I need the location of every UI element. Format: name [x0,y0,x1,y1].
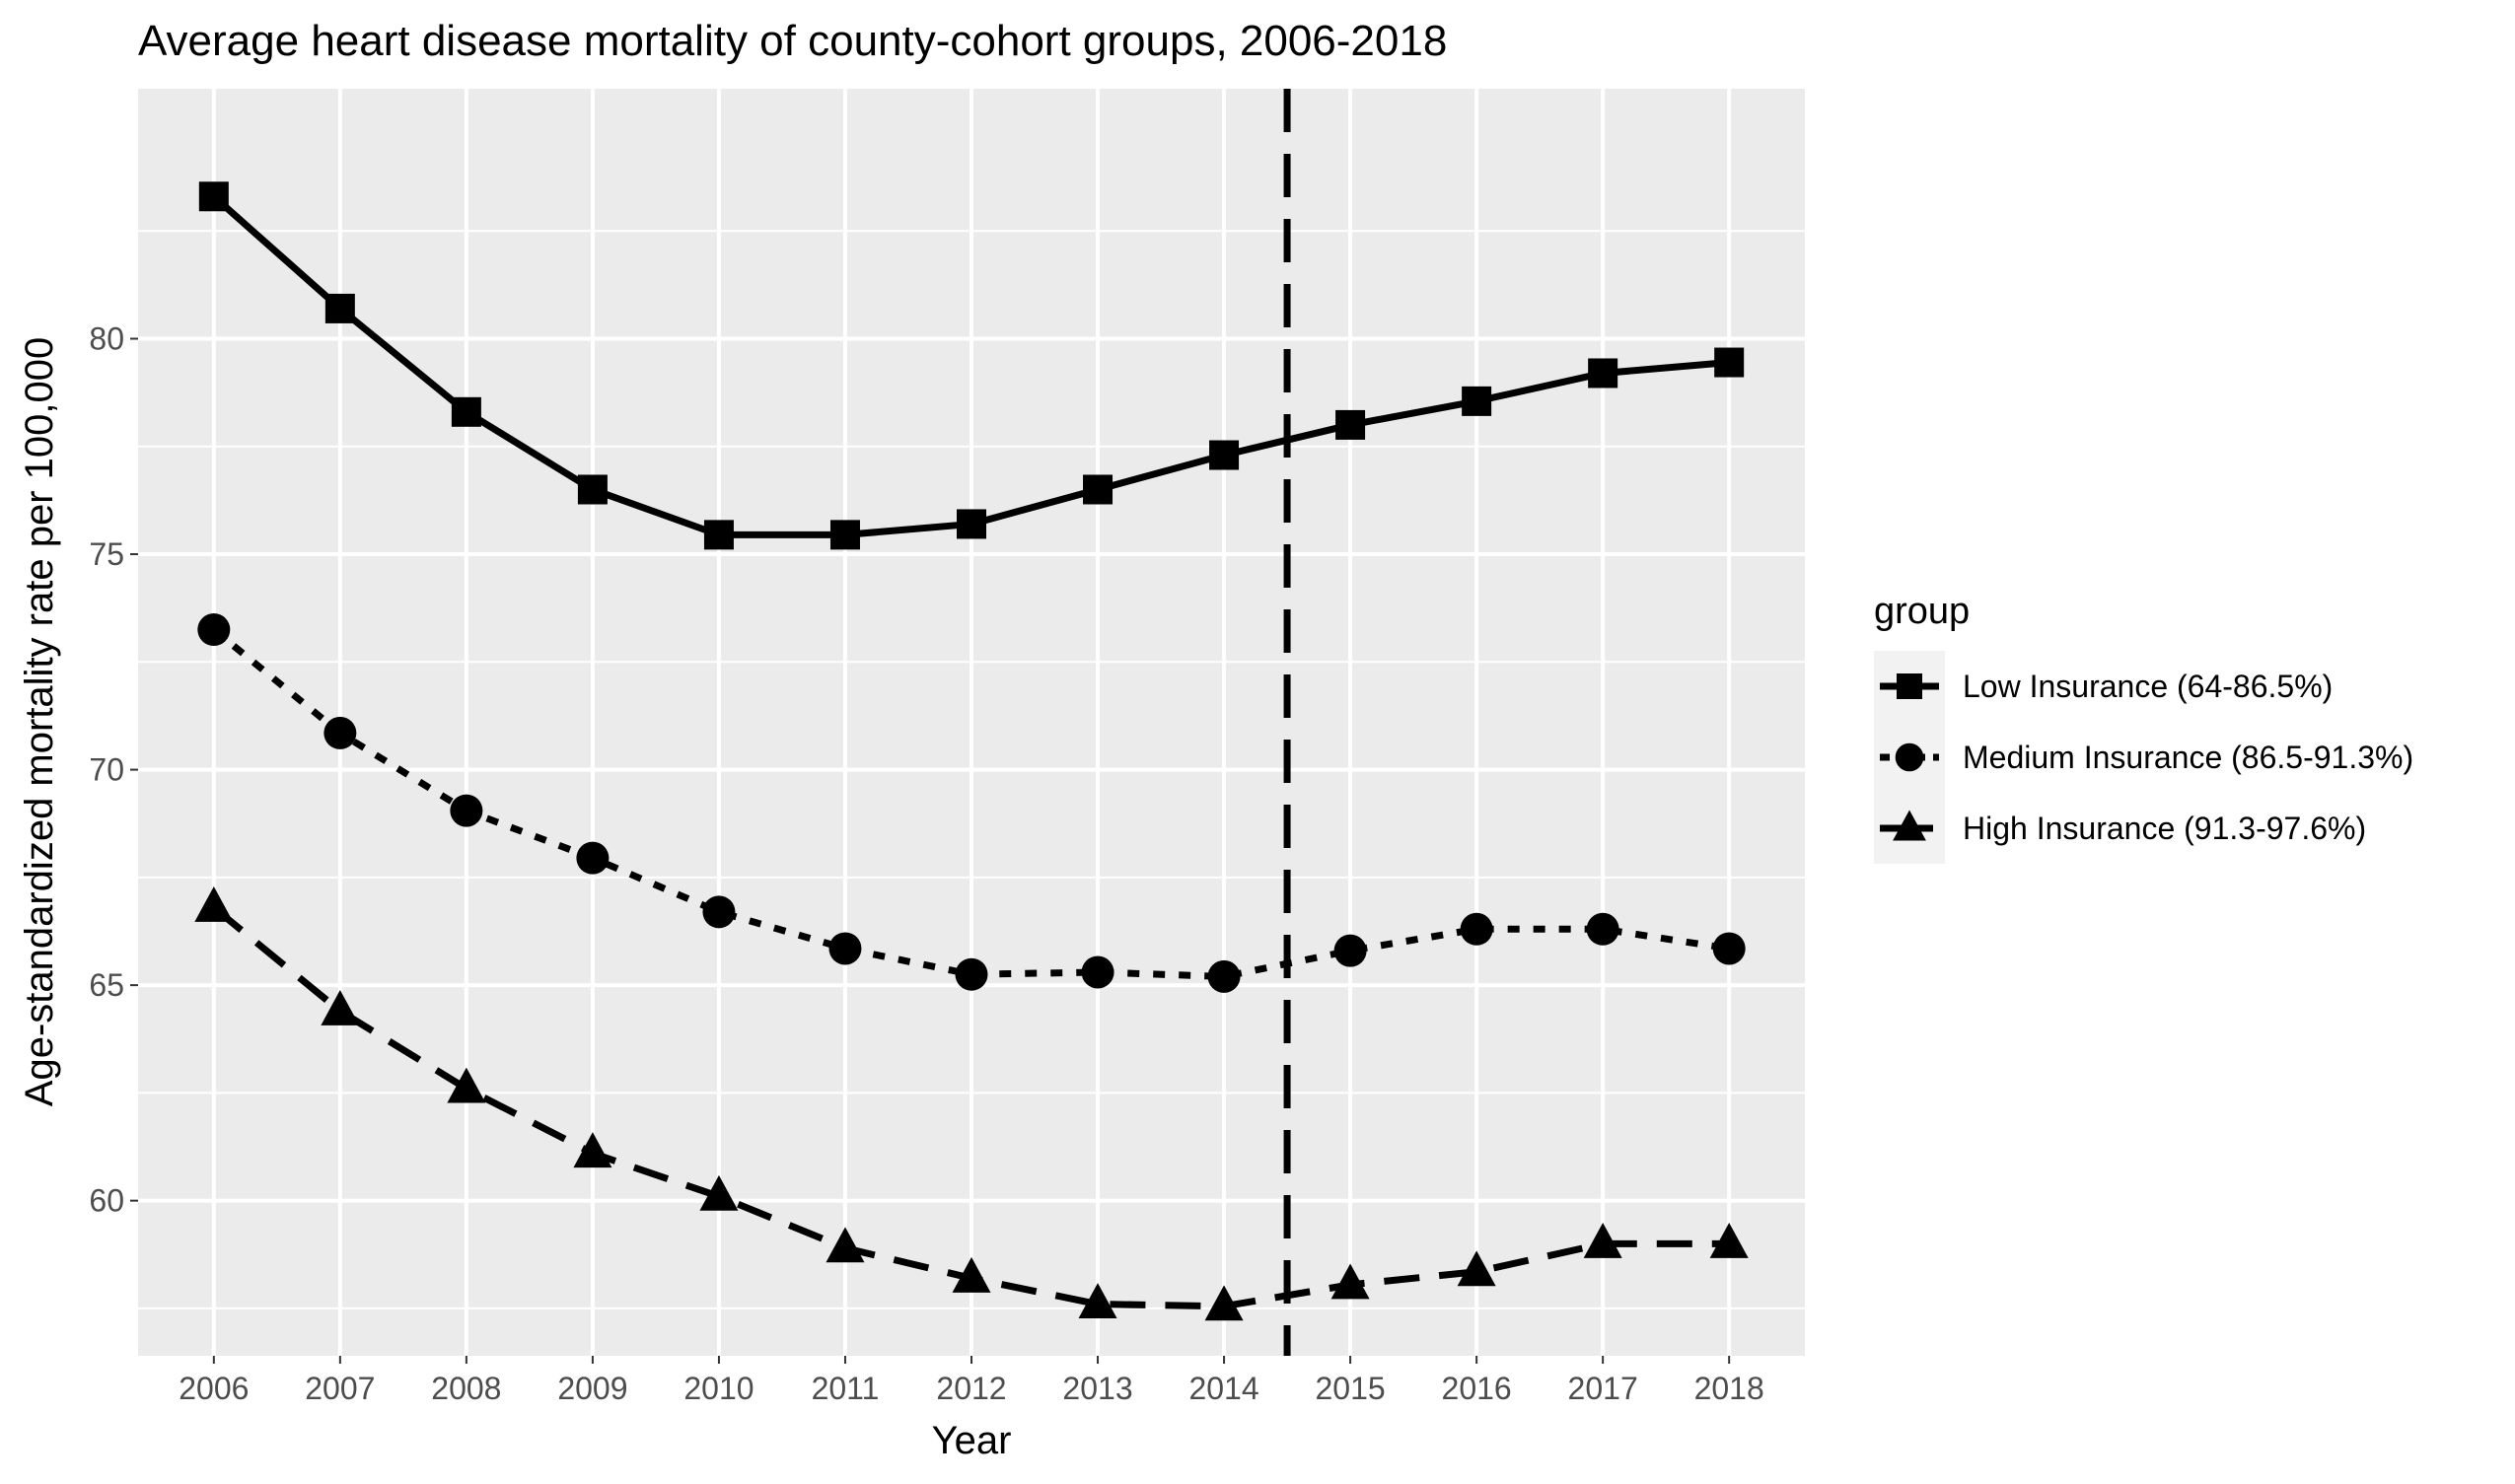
x-tick-label: 2009 [557,1371,627,1406]
data-point-circle [1333,934,1367,967]
data-point-circle [1586,912,1619,946]
data-point-circle [955,957,988,991]
x-tick-label: 2011 [812,1371,880,1406]
x-tick-label: 2013 [1062,1371,1132,1406]
y-axis-title: Age-standardized mortality rate per 100,… [18,337,61,1106]
data-point-circle [1712,932,1746,965]
legend-label: Low Insurance (64-86.5%) [1963,669,2333,704]
legend: group Low Insurance (64-86.5%) Medium Ins… [1874,591,2413,864]
x-tick-label: 2008 [431,1371,501,1406]
data-point-square [1588,358,1618,389]
data-point-square [1209,440,1240,470]
data-point-triangle [1078,1283,1117,1319]
data-point-circle [702,895,736,929]
data-point-circle [576,841,610,875]
data-point-triangle [1330,1263,1370,1300]
y-tick-label: 60 [89,1183,124,1219]
data-point-triangle [1709,1222,1749,1258]
y-tick-label: 80 [89,321,124,357]
series-points [194,181,1749,1321]
data-point-triangle [573,1132,612,1168]
x-tick-label: 2012 [936,1371,1006,1406]
x-tick-label: 2017 [1568,1371,1638,1406]
data-point-square [1462,386,1492,416]
data-point-circle [1081,955,1114,989]
data-point-square [324,293,355,323]
data-point-triangle [699,1174,739,1211]
data-point-square [451,396,481,427]
legend-marker-triangle [1893,810,1926,841]
data-point-triangle [1583,1222,1622,1258]
data-point-triangle [321,989,360,1025]
y-axis: 60 65 70 75 80 [89,321,138,1219]
data-point-square [1083,474,1114,505]
data-point-square [829,520,860,550]
data-point-circle [197,613,231,647]
chart-title: Average heart disease mortality of count… [138,17,1447,65]
data-point-circle [323,716,357,749]
legend-label: High Insurance (91.3-97.6%) [1963,811,2366,846]
data-point-square [198,181,229,212]
data-point-square [703,520,734,550]
x-tick-label: 2006 [179,1371,249,1406]
major-gridlines [138,89,1805,1356]
x-tick-label: 2016 [1442,1371,1512,1406]
data-point-circle [828,932,862,965]
data-point-square [1335,409,1366,440]
data-point-triangle [826,1227,865,1263]
y-tick-label: 70 [89,752,124,788]
x-axis: 2006 2007 2008 2009 2010 2011 2012 2013 2014 2015… [179,1356,1764,1406]
data-point-square [957,509,986,539]
legend-label: Medium Insurance (86.5-91.3%) [1963,740,2413,775]
legend-title: group [1874,591,1970,632]
x-axis-title: Year [932,1419,1012,1462]
x-tick-label: 2018 [1694,1371,1764,1406]
data-point-triangle [1457,1250,1496,1287]
data-point-square [577,474,608,505]
x-tick-label: 2015 [1315,1371,1385,1406]
y-tick-label: 75 [89,536,124,572]
y-tick-label: 65 [89,967,124,1003]
x-tick-label: 2010 [683,1371,754,1406]
x-tick-label: 2014 [1188,1371,1258,1406]
legend-marker-circle [1895,742,1924,772]
legend-marker-square [1897,673,1922,699]
x-tick-label: 2007 [305,1371,375,1406]
data-point-triangle [1204,1285,1244,1321]
data-point-square [1714,347,1745,378]
data-point-triangle [952,1256,991,1293]
data-point-circle [1460,912,1493,946]
data-point-circle [450,794,483,827]
data-point-triangle [194,886,234,922]
data-point-circle [1207,959,1241,993]
data-point-triangle [447,1067,486,1103]
